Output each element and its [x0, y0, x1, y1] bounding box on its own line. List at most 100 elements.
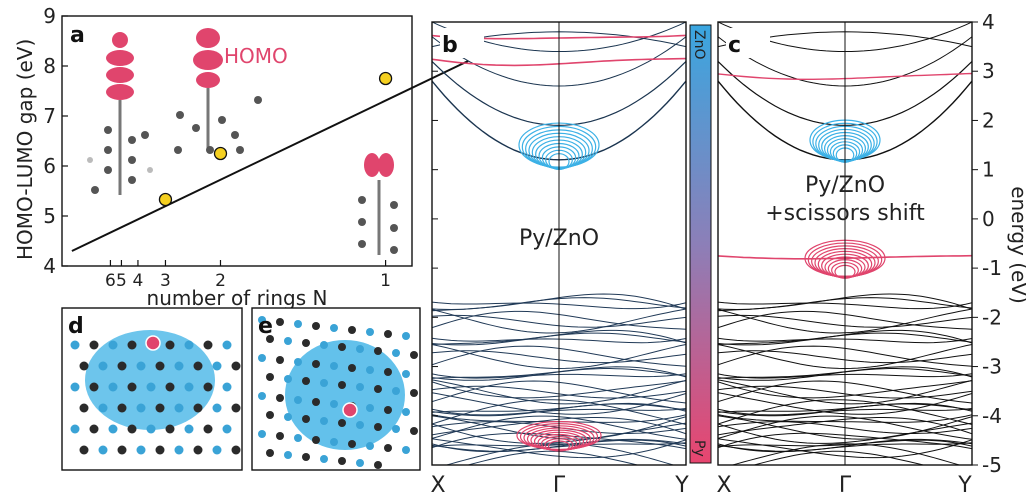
atom — [302, 377, 310, 385]
atom — [312, 322, 320, 330]
atom — [174, 361, 184, 371]
atom — [258, 430, 266, 438]
y-tick-label: 3 — [982, 59, 995, 83]
atom — [98, 361, 108, 371]
atom — [374, 423, 382, 431]
atom — [266, 373, 274, 381]
atom — [302, 339, 310, 347]
atom — [165, 382, 175, 392]
atom — [284, 337, 292, 345]
data-point — [158, 192, 173, 207]
atom — [392, 425, 400, 433]
atom — [79, 403, 89, 413]
x-tick-label: 1 — [380, 271, 391, 291]
y-axis-label: HOMO-LUMO gap (eV) — [13, 39, 37, 260]
atom — [127, 340, 137, 350]
atom — [165, 340, 175, 350]
atom — [294, 358, 302, 366]
atom — [193, 403, 203, 413]
x-tick-label: 5 — [116, 271, 127, 291]
atom — [384, 330, 392, 338]
atom — [79, 361, 89, 371]
panel-a-y-ticks: 4 5 6 7 8 9 — [43, 4, 68, 278]
x-tick-label: 2 — [215, 271, 226, 291]
atom — [184, 424, 194, 434]
atom — [384, 444, 392, 452]
y-tick-label: -4 — [982, 404, 1002, 428]
panel-a-points — [158, 71, 393, 207]
atom — [312, 398, 320, 406]
colorbar-top-label: ZnO — [691, 30, 707, 59]
atom — [89, 424, 99, 434]
atom — [320, 379, 328, 387]
atom — [258, 354, 266, 362]
atom — [127, 382, 137, 392]
atom — [212, 445, 222, 455]
panel-c-annotation-line2: +scissors shift — [765, 201, 925, 226]
atom — [330, 438, 338, 446]
atom — [193, 445, 203, 455]
atom — [410, 427, 418, 435]
atom — [98, 403, 108, 413]
y-tick-label: -5 — [982, 453, 1002, 477]
atom — [374, 385, 382, 393]
homo-label: HOMO — [224, 44, 288, 68]
atom — [79, 445, 89, 455]
atom — [276, 318, 284, 326]
atom — [330, 400, 338, 408]
atom — [146, 424, 156, 434]
atom — [266, 411, 274, 419]
colorbar-gradient — [689, 24, 712, 464]
atom — [402, 370, 410, 378]
y-tick-label: 7 — [43, 104, 56, 128]
atom — [284, 451, 292, 459]
x-tick-label: Y — [674, 473, 689, 498]
panel-c: c Py/ZnO +scissors shift -5 -4 -3 -2 -1 0 1 2 3 4… — [716, 10, 1026, 498]
atom — [98, 445, 108, 455]
atom — [366, 366, 374, 374]
panel-b-annotation: Py/ZnO — [519, 226, 599, 251]
atom — [366, 442, 374, 450]
y-tick-label: 5 — [43, 204, 56, 228]
atom — [108, 424, 118, 434]
y-tick-label: 2 — [982, 108, 995, 132]
y-tick-label: 1 — [982, 158, 995, 182]
y-tick-label: 8 — [43, 54, 56, 78]
colorbar-bottom-label: Py — [691, 440, 707, 457]
atom — [184, 382, 194, 392]
atom — [70, 382, 80, 392]
y-tick-label: 4 — [982, 10, 995, 34]
atom — [136, 403, 146, 413]
x-tick-label: Γ — [839, 473, 852, 498]
atom — [356, 345, 364, 353]
atom — [174, 445, 184, 455]
atom — [258, 316, 266, 324]
panel-d-label: d — [68, 314, 84, 339]
panel-b: b Py/ZnO X Γ Y — [430, 21, 689, 498]
data-point — [378, 71, 393, 86]
atom — [117, 361, 127, 371]
atom — [338, 457, 346, 465]
panel-b-y-ticks — [432, 21, 438, 466]
atom — [348, 440, 356, 448]
atom — [410, 389, 418, 397]
atom — [320, 455, 328, 463]
data-point — [213, 146, 228, 161]
atom — [70, 340, 80, 350]
panel-b-label: b — [442, 33, 458, 58]
atom — [374, 461, 382, 469]
x-tick-label: 6 — [105, 271, 116, 291]
atom — [312, 436, 320, 444]
atom — [320, 417, 328, 425]
atom — [89, 382, 99, 392]
atom — [312, 360, 320, 368]
x-axis-label: number of rings N — [147, 286, 328, 310]
atom — [320, 341, 328, 349]
atom — [338, 419, 346, 427]
atom — [136, 361, 146, 371]
atom — [338, 381, 346, 389]
atom — [155, 403, 165, 413]
